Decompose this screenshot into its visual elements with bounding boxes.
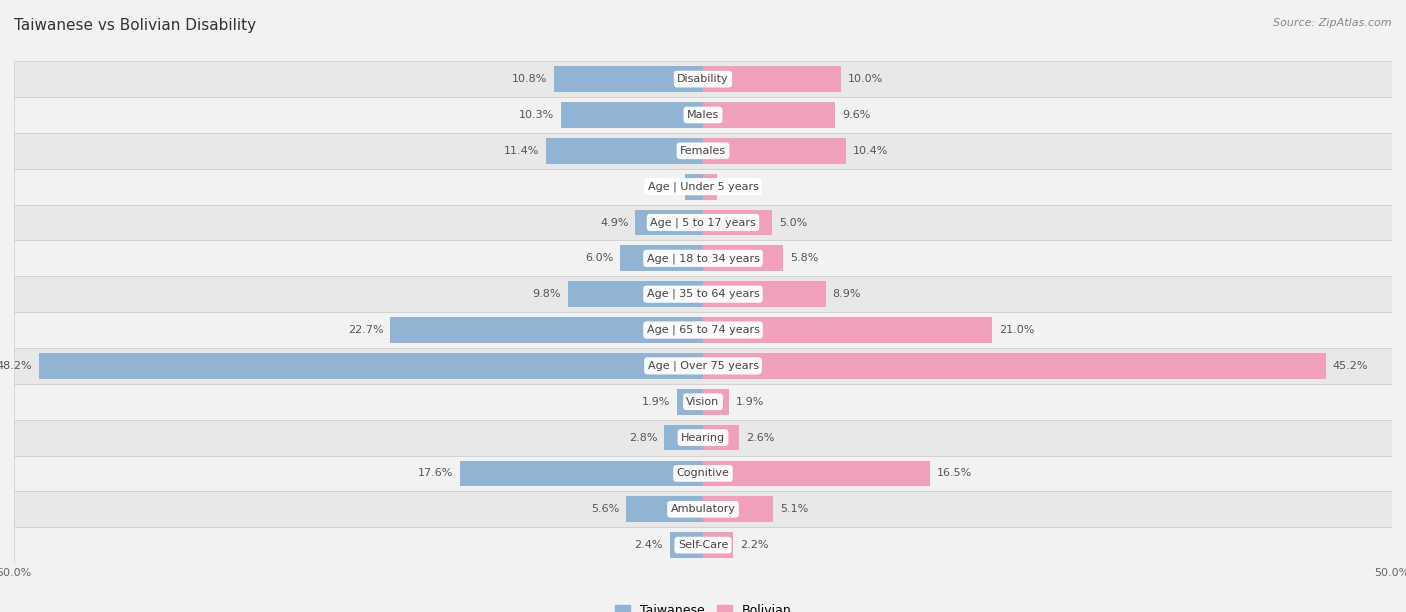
Bar xyxy=(14,527,1392,563)
Bar xyxy=(546,138,703,164)
Bar xyxy=(620,245,703,271)
Text: Disability: Disability xyxy=(678,74,728,84)
Text: 11.4%: 11.4% xyxy=(503,146,538,156)
Bar xyxy=(703,245,783,271)
Text: Age | 5 to 17 years: Age | 5 to 17 years xyxy=(650,217,756,228)
Text: 1.9%: 1.9% xyxy=(737,397,765,407)
Text: 2.4%: 2.4% xyxy=(634,540,664,550)
Bar xyxy=(561,102,703,128)
Bar xyxy=(14,241,1392,276)
Text: 9.8%: 9.8% xyxy=(533,289,561,299)
Text: 48.2%: 48.2% xyxy=(0,361,32,371)
Text: 6.0%: 6.0% xyxy=(585,253,613,263)
Bar xyxy=(14,348,1392,384)
Text: 45.2%: 45.2% xyxy=(1333,361,1368,371)
Text: 5.1%: 5.1% xyxy=(780,504,808,514)
Bar xyxy=(14,276,1392,312)
Bar xyxy=(39,353,703,379)
Bar xyxy=(626,496,703,522)
Text: Age | 18 to 34 years: Age | 18 to 34 years xyxy=(647,253,759,264)
Text: 5.8%: 5.8% xyxy=(790,253,818,263)
Bar xyxy=(703,209,772,236)
Text: Males: Males xyxy=(688,110,718,120)
Bar xyxy=(703,317,993,343)
Text: Source: ZipAtlas.com: Source: ZipAtlas.com xyxy=(1274,18,1392,28)
Bar xyxy=(14,420,1392,455)
Bar xyxy=(14,204,1392,241)
Text: 10.3%: 10.3% xyxy=(519,110,554,120)
Text: 1.0%: 1.0% xyxy=(724,182,752,192)
Text: 10.4%: 10.4% xyxy=(853,146,889,156)
Text: Cognitive: Cognitive xyxy=(676,468,730,479)
Bar xyxy=(14,61,1392,97)
Bar xyxy=(703,102,835,128)
Bar xyxy=(14,97,1392,133)
Text: 1.3%: 1.3% xyxy=(650,182,678,192)
Text: 10.0%: 10.0% xyxy=(848,74,883,84)
Bar xyxy=(703,66,841,92)
Text: Age | 35 to 64 years: Age | 35 to 64 years xyxy=(647,289,759,299)
Text: 16.5%: 16.5% xyxy=(938,468,973,479)
Text: 2.2%: 2.2% xyxy=(740,540,769,550)
Text: Ambulatory: Ambulatory xyxy=(671,504,735,514)
Bar xyxy=(676,389,703,415)
Text: 22.7%: 22.7% xyxy=(347,325,384,335)
Bar xyxy=(703,389,730,415)
Bar xyxy=(554,66,703,92)
Text: Age | Over 75 years: Age | Over 75 years xyxy=(648,360,758,371)
Bar xyxy=(703,353,1326,379)
Bar xyxy=(703,174,717,200)
Text: 9.6%: 9.6% xyxy=(842,110,870,120)
Text: 5.6%: 5.6% xyxy=(591,504,619,514)
Bar xyxy=(703,138,846,164)
Text: 1.9%: 1.9% xyxy=(641,397,669,407)
Bar xyxy=(14,312,1392,348)
Bar xyxy=(703,460,931,487)
Text: Age | Under 5 years: Age | Under 5 years xyxy=(648,181,758,192)
Text: 5.0%: 5.0% xyxy=(779,217,807,228)
Text: Age | 65 to 74 years: Age | 65 to 74 years xyxy=(647,325,759,335)
Bar xyxy=(14,455,1392,491)
Text: 8.9%: 8.9% xyxy=(832,289,860,299)
Text: 2.6%: 2.6% xyxy=(745,433,775,442)
Text: Self-Care: Self-Care xyxy=(678,540,728,550)
Text: Females: Females xyxy=(681,146,725,156)
Bar xyxy=(703,282,825,307)
Bar xyxy=(669,532,703,558)
Bar xyxy=(665,425,703,450)
Bar xyxy=(703,532,734,558)
Text: 21.0%: 21.0% xyxy=(1000,325,1035,335)
Bar xyxy=(636,209,703,236)
Bar xyxy=(703,496,773,522)
Bar xyxy=(14,133,1392,169)
Text: 17.6%: 17.6% xyxy=(418,468,454,479)
Text: Vision: Vision xyxy=(686,397,720,407)
Bar xyxy=(703,425,738,450)
Bar xyxy=(14,384,1392,420)
Legend: Taiwanese, Bolivian: Taiwanese, Bolivian xyxy=(609,599,797,612)
Text: 4.9%: 4.9% xyxy=(600,217,628,228)
Text: Hearing: Hearing xyxy=(681,433,725,442)
Bar xyxy=(461,460,703,487)
Text: 2.8%: 2.8% xyxy=(628,433,658,442)
Text: 10.8%: 10.8% xyxy=(512,74,547,84)
Bar xyxy=(14,169,1392,204)
Bar xyxy=(568,282,703,307)
Bar xyxy=(14,491,1392,527)
Bar xyxy=(685,174,703,200)
Text: Taiwanese vs Bolivian Disability: Taiwanese vs Bolivian Disability xyxy=(14,18,256,34)
Bar xyxy=(391,317,703,343)
